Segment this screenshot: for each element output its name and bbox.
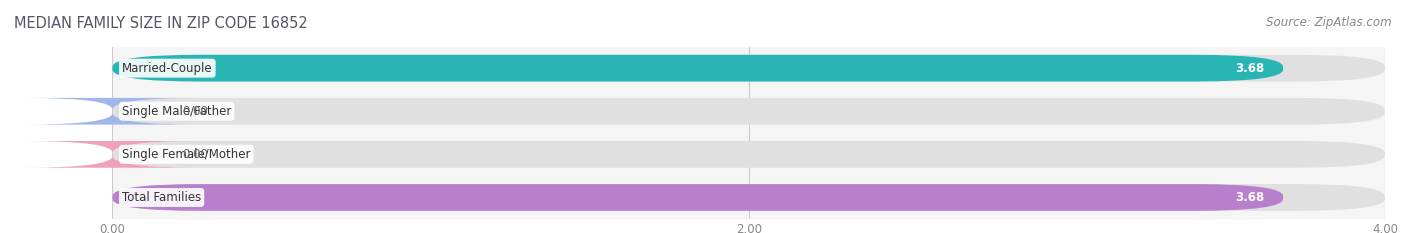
FancyBboxPatch shape bbox=[112, 55, 1385, 82]
Text: MEDIAN FAMILY SIZE IN ZIP CODE 16852: MEDIAN FAMILY SIZE IN ZIP CODE 16852 bbox=[14, 16, 308, 31]
FancyBboxPatch shape bbox=[112, 184, 1284, 211]
Text: Source: ZipAtlas.com: Source: ZipAtlas.com bbox=[1267, 16, 1392, 29]
FancyBboxPatch shape bbox=[24, 141, 201, 168]
Text: Single Female/Mother: Single Female/Mother bbox=[122, 148, 250, 161]
FancyBboxPatch shape bbox=[112, 55, 1284, 82]
Text: 0.00: 0.00 bbox=[183, 148, 208, 161]
FancyBboxPatch shape bbox=[112, 98, 1385, 125]
FancyBboxPatch shape bbox=[112, 141, 1385, 168]
Text: 0.00: 0.00 bbox=[183, 105, 208, 118]
FancyBboxPatch shape bbox=[24, 98, 201, 125]
FancyBboxPatch shape bbox=[112, 184, 1385, 211]
Text: 3.68: 3.68 bbox=[1234, 62, 1264, 75]
Text: 3.68: 3.68 bbox=[1234, 191, 1264, 204]
Text: Total Families: Total Families bbox=[122, 191, 201, 204]
Text: Married-Couple: Married-Couple bbox=[122, 62, 212, 75]
Text: Single Male/Father: Single Male/Father bbox=[122, 105, 232, 118]
